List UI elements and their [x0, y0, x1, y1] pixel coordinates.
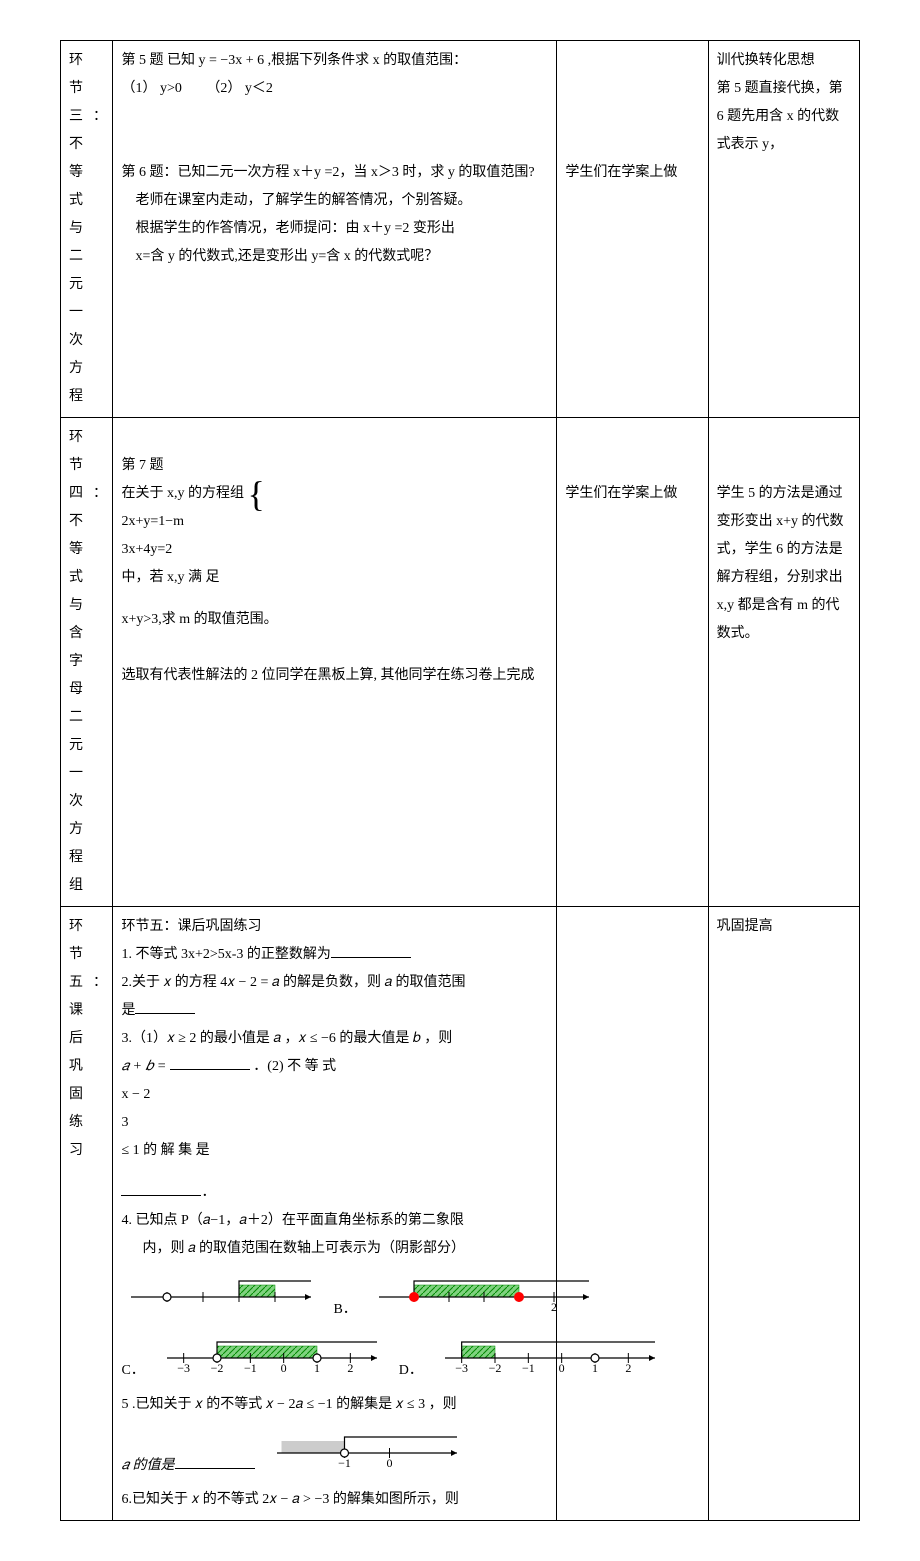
- s5-heading: 环节五：课后巩固练习: [121, 913, 548, 941]
- frac-den: 3: [121, 1109, 548, 1137]
- q6-note1: 老师在课室内走动，了解学生的解答情况，个别答疑。: [121, 187, 548, 215]
- s5-q5b: 𝑎 的值是: [121, 1452, 254, 1480]
- numberline-A: [121, 1269, 321, 1313]
- section-title-4: 环节四：不等式与含字母二元一次方程组: [61, 418, 113, 907]
- svg-text:−1: −1: [338, 1456, 351, 1469]
- s5-q1: 1. 不等式 3x+2>5x-3 的正整数解为: [121, 941, 548, 969]
- options-row-CD: C． −3 −2 −1 0 1 2 D． −3 −2 −1 0 1 2: [121, 1330, 548, 1385]
- svg-text:−2: −2: [210, 1361, 223, 1374]
- q7-line1: 在关于 x,y 的方程组: [121, 480, 548, 508]
- numberline-B: 2: [369, 1269, 599, 1313]
- s5-q2b-text: 是: [121, 1003, 135, 1018]
- svg-text:1: 1: [592, 1361, 598, 1374]
- q5-title: 第 5 题 已知 y = −3x + 6 ,根据下列条件求 x 的取值范围：: [121, 47, 548, 75]
- svg-text:2: 2: [625, 1361, 631, 1374]
- q7-title: 第 7 题: [121, 452, 548, 480]
- sys-row2: 3x+4y=2: [121, 536, 548, 564]
- numberline-Q5: −1 0: [267, 1425, 467, 1469]
- activity-4: 学生们在学案上做: [557, 418, 708, 907]
- title-text-4: 环节四：不等式与含字母二元一次方程组: [69, 430, 117, 893]
- s5-q2a: 2.关于 𝑥 的方程 4𝑥 − 2 = 𝑎 的解是负数，则 𝑎 的取值范围: [121, 969, 548, 997]
- q5-sub: （1） y>0 （2） y＜2: [121, 75, 548, 103]
- blank-4: [121, 1181, 201, 1196]
- content-3: 第 5 题 已知 y = −3x + 6 ,根据下列条件求 x 的取值范围： （…: [113, 41, 557, 418]
- label-B: B．: [333, 1296, 356, 1324]
- svg-text:1: 1: [314, 1361, 320, 1374]
- q5-row: 𝑎 的值是 −1 0: [121, 1425, 548, 1480]
- svg-text:0: 0: [280, 1361, 286, 1374]
- diagram-D-wrap: −3 −2 −1 0 1 2: [435, 1330, 665, 1385]
- activity-text-3: 学生们在学案上做: [565, 159, 699, 187]
- svg-text:0: 0: [559, 1361, 565, 1374]
- comment-4: 学生 5 的方法是通过变形变出 x+y 的代数式，学生 6 的方法是解方程组，分…: [708, 418, 859, 907]
- content-5: 环节五：课后巩固练习 1. 不等式 3x+2>5x-3 的正整数解为 2.关于 …: [113, 907, 557, 1521]
- q7-extra: 选取有代表性解法的 2 位同学在黑板上算, 其他同学在练习卷上完成: [121, 662, 548, 690]
- section-title-5: 环节五：课后巩固练习: [61, 907, 113, 1521]
- title-text-5: 环节五：课后巩固练习: [69, 919, 117, 1158]
- comment5: 巩固提高: [717, 913, 851, 941]
- s5-q3c: ．: [121, 1179, 548, 1207]
- comment4: 学生 5 的方法是通过变形变出 x+y 的代数式，学生 6 的方法是解方程组，分…: [717, 480, 851, 648]
- s5-q3b: 𝑎 + 𝑏 = ．(2) 不 等 式: [121, 1053, 548, 1081]
- row-section-5: 环节五：课后巩固练习 环节五：课后巩固练习 1. 不等式 3x+2>5x-3 的…: [61, 907, 860, 1521]
- blank-3: [170, 1055, 250, 1070]
- blank-1: [331, 943, 411, 958]
- svg-text:−1: −1: [244, 1361, 257, 1374]
- options-row-AB: B． 2: [121, 1269, 548, 1324]
- row-section-4: 环节四：不等式与含字母二元一次方程组 第 7 题 在关于 x,y 的方程组 2x…: [61, 418, 860, 907]
- s5-q4a: 4. 已知点 P（𝑎−1，𝑎＋2）在平面直角坐标系的第二象限: [121, 1207, 548, 1235]
- s5-q1-text: 1. 不等式 3x+2>5x-3 的正整数解为: [121, 947, 330, 962]
- q7-post: 中，若 x,y 满 足: [121, 570, 219, 585]
- q3b-pre: 𝑎 + 𝑏 =: [121, 1059, 166, 1074]
- blank-5: [175, 1454, 255, 1469]
- activity-text-4: 学生们在学案上做: [565, 480, 699, 508]
- blank-2: [135, 999, 195, 1014]
- q6-note2: 根据学生的作答情况，老师提问：由 x＋y =2 变形出: [121, 215, 548, 243]
- sys-row1: 2x+y=1−m: [121, 508, 548, 536]
- diagram-A-wrap: [121, 1269, 321, 1324]
- activity-3: 学生们在学案上做: [557, 41, 708, 418]
- q7-pre: 在关于 x,y 的方程组: [121, 486, 244, 501]
- svg-text:−2: −2: [489, 1361, 502, 1374]
- diagram-C-wrap: −3 −2 −1 0 1 2: [157, 1330, 387, 1385]
- q6-note3: x=含 y 的代数式,还是变形出 y=含 x 的代数式呢？: [121, 243, 548, 271]
- s5-q4b: 内，则 𝑎 的取值范围在数轴上可表示为（阴影部分）: [121, 1235, 548, 1263]
- comment-5: 巩固提高: [708, 907, 859, 1521]
- svg-text:2: 2: [347, 1361, 353, 1374]
- q7-line2: x+y>3,求 m 的取值范围。: [121, 606, 548, 634]
- diagram-Q5-wrap: −1 0: [267, 1425, 467, 1480]
- comment-3: 训代换转化思想 第 5 题直接代换，第 6 题先用含 x 的代数式表示 y，: [708, 41, 859, 418]
- numberline-C: −3 −2 −1 0 1 2: [157, 1330, 387, 1374]
- svg-text:−1: −1: [522, 1361, 535, 1374]
- q3c-dot: ．: [201, 1185, 215, 1200]
- s5-q3a: 3.（1）𝑥 ≥ 2 的最小值是 𝑎 ，𝑥 ≤ −6 的最大值是 𝑏 ，则: [121, 1025, 548, 1053]
- q3b-mid: ．(2) 不 等 式: [253, 1059, 336, 1074]
- s5-q5: 5 .已知关于 𝑥 的不等式 𝑥 − 2𝑎 ≤ −1 的解集是 𝑥 ≤ 3 ，则: [121, 1391, 548, 1419]
- activity-5: [557, 907, 708, 1521]
- label-D: D．: [399, 1357, 423, 1385]
- section-title-3: 环节三：不等式与二元一次方程: [61, 41, 113, 418]
- lesson-table: 环节三：不等式与二元一次方程 第 5 题 已知 y = −3x + 6 ,根据下…: [60, 40, 860, 1521]
- diagram-B-wrap: 2: [369, 1269, 599, 1324]
- row-section-3: 环节三：不等式与二元一次方程 第 5 题 已知 y = −3x + 6 ,根据下…: [61, 41, 860, 418]
- svg-text:−3: −3: [177, 1361, 190, 1374]
- document-page: 环节三：不等式与二元一次方程 第 5 题 已知 y = −3x + 6 ,根据下…: [0, 0, 920, 1561]
- s5-q6: 6.已知关于 𝑥 的不等式 2𝑥 − 𝑎 > −3 的解集如图所示，则: [121, 1486, 548, 1514]
- svg-text:−3: −3: [455, 1361, 468, 1374]
- comment3-2: 第 5 题直接代换，第 6 题先用含 x 的代数式表示 y，: [717, 75, 851, 159]
- q6-title: 第 6 题：已知二元一次方程 x＋y =2，当 x＞3 时，求 y 的取值范围?: [121, 159, 548, 187]
- content-4: 第 7 题 在关于 x,y 的方程组 2x+y=1−m 3x+4y=2 中，若 …: [113, 418, 557, 907]
- q3b-post: ≤ 1 的 解 集 是: [121, 1143, 209, 1158]
- svg-text:0: 0: [386, 1456, 392, 1469]
- s5-q2b: 是: [121, 997, 548, 1025]
- comment3-1: 训代换转化思想: [717, 47, 851, 75]
- title-text-3: 环节三：不等式与二元一次方程: [69, 53, 117, 404]
- q5b-text: 𝑎 的值是: [121, 1458, 174, 1473]
- label-C: C．: [121, 1357, 144, 1385]
- numberline-D: −3 −2 −1 0 1 2: [435, 1330, 665, 1374]
- frac-num: x − 2: [121, 1081, 548, 1109]
